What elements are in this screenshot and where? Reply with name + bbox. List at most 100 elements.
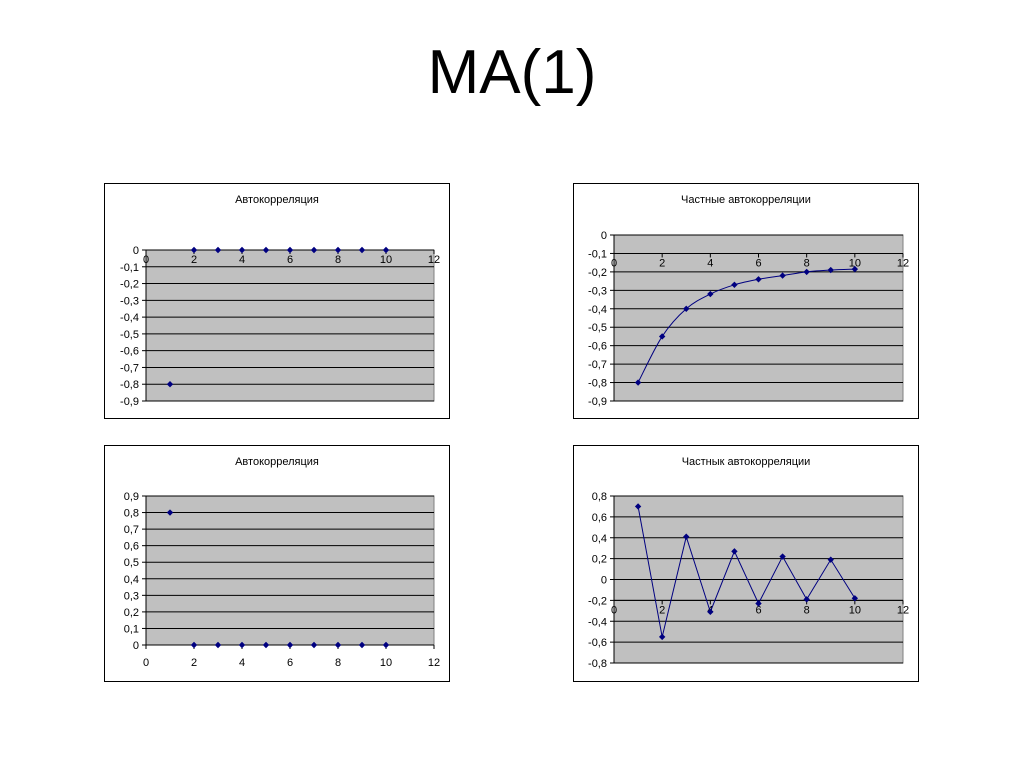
y-tick-label: -0,8: [120, 379, 139, 391]
y-tick-label: -0,3: [120, 295, 139, 307]
x-tick-label: 4: [707, 257, 713, 269]
y-tick-label: -0,3: [588, 285, 607, 297]
x-tick-label: 10: [849, 604, 861, 616]
chart-pacf-negative: Частные автокорреляции 0 -0,1 -0,2 -0,3 -0,4…: [573, 183, 919, 419]
data-point: [286, 641, 294, 649]
data-point: [658, 633, 666, 641]
plot-area: [145, 495, 435, 646]
y-tick-label: -0,7: [588, 359, 607, 371]
chart-plot: 0 -0,1 -0,2 -0,3 -0,4 -0,5 -0,6 -0,7 -0,8 -0,9 0 2 4…: [588, 230, 909, 408]
x-tick-label: 0: [611, 257, 617, 269]
y-tick-label: 0,5: [124, 557, 139, 569]
x-tick-label: 4: [239, 657, 245, 669]
data-point: [334, 641, 342, 649]
y-tick-label: 0: [133, 245, 139, 257]
data-point: [827, 266, 834, 274]
y-tick-label: -0,6: [120, 346, 139, 358]
y-tick-label: -0,2: [120, 279, 139, 291]
y-tick-label: -0,4: [120, 312, 139, 324]
y-tick-label: 0,4: [124, 574, 139, 586]
data-point: [262, 246, 270, 254]
x-tick-label: 2: [191, 254, 197, 266]
y-tick-label: -0,6: [588, 637, 607, 649]
y-tick-label: 0,1: [124, 623, 139, 635]
data-point: [286, 246, 294, 254]
chart-title: Автокорреляция: [235, 194, 319, 206]
x-tick-label: 12: [428, 254, 440, 266]
x-tick-label: 12: [897, 604, 909, 616]
data-point: [358, 641, 366, 649]
data-point: [310, 246, 318, 254]
x-tick-label: 2: [191, 657, 197, 669]
x-tick-label: 0: [143, 254, 149, 266]
x-tick-label: 6: [287, 657, 293, 669]
data-point: [334, 246, 342, 254]
data-point: [382, 641, 390, 649]
data-point: [827, 556, 834, 563]
y-tick-label: 0,4: [592, 533, 607, 545]
y-tick-label: 0,9: [124, 491, 139, 503]
y-tick-label: -0,7: [120, 362, 139, 374]
y-tick-label: -0,5: [588, 322, 607, 334]
x-tick-label: 2: [659, 604, 665, 616]
y-tick-label: 0,6: [124, 541, 139, 553]
data-point: [214, 641, 222, 649]
y-tick-label: 0,8: [592, 491, 607, 503]
slide-title: MA(1): [427, 38, 597, 107]
x-tick-label: 12: [897, 257, 909, 269]
y-tick-label: 0,8: [124, 508, 139, 520]
y-tick-label: -0,9: [588, 396, 607, 408]
data-point: [755, 600, 762, 607]
x-tick-label: 6: [287, 254, 293, 266]
y-tick-label: 0: [601, 230, 607, 242]
y-tick-label: -0,4: [588, 304, 607, 316]
y-tick-label: -0,6: [588, 341, 607, 353]
x-tick-label: 8: [804, 604, 810, 616]
y-tick-label: -0,2: [588, 267, 607, 279]
y-tick-label: 0,3: [124, 590, 139, 602]
chart-plot: 0 -0,1 -0,2 -0,3 -0,4 -0,5 -0,6 -0,7 -0,8 -0,9 0 2 4…: [120, 245, 440, 408]
chart-acf-negative: Автокорреляция 0 -0,1 -0,2 -0,3 -0,4 -0,5 -0,6…: [104, 183, 450, 419]
x-tick-label: 12: [428, 657, 440, 669]
data-point: [683, 305, 690, 312]
chart-title: Частные автокорреляции: [681, 194, 811, 206]
data-point: [683, 533, 690, 540]
x-tick-label: 6: [755, 604, 761, 616]
x-tick-label: 10: [849, 257, 861, 269]
y-tick-label: 0,2: [592, 554, 607, 566]
y-tick-label: 0: [601, 575, 607, 587]
y-tick-label: -0,5: [120, 329, 139, 341]
data-point: [262, 641, 270, 649]
y-tick-label: 0,2: [124, 607, 139, 619]
y-tick-label: -0,8: [588, 658, 607, 670]
x-tick-label: 10: [380, 657, 392, 669]
y-tick-label: -0,1: [588, 248, 607, 260]
x-tick-label: 2: [659, 257, 665, 269]
chart-title: Частнык автокорреляции: [681, 456, 811, 468]
x-tick-label: 6: [755, 257, 761, 269]
y-tick-label: -0,2: [588, 595, 607, 607]
y-tick-label: -0,1: [120, 262, 139, 274]
chart-plot: 0,9 0,8 0,7 0,6 0,5 0,4 0,3 0,2 0,1 00 2 4 6 8 10 12: [124, 491, 440, 669]
y-tick-label: -0,4: [588, 616, 607, 628]
x-tick-label: 8: [804, 257, 810, 269]
data-point: [238, 246, 246, 254]
x-tick-label: 4: [239, 254, 245, 266]
chart-acf-positive: Автокорреляция 0,9 0,8 0,7 0,6 0,5 0,4 0,3 0,2 0…: [104, 445, 450, 682]
x-tick-label: 0: [611, 604, 617, 616]
x-tick-label: 10: [380, 254, 392, 266]
data-point: [190, 641, 198, 649]
data-point: [755, 276, 762, 283]
plot-area: [145, 249, 435, 402]
y-tick-label: -0,8: [588, 378, 607, 390]
data-point: [310, 641, 318, 649]
data-point: [238, 641, 246, 649]
y-tick-label: 0,6: [592, 512, 607, 524]
series-line: [637, 506, 856, 638]
y-tick-label: -0,9: [120, 396, 139, 408]
chart-pacf-alternating: Частнык автокорреляции 0,8 0,6 0,4 0,2 0 -0,2…: [573, 445, 919, 682]
series-line: [637, 268, 855, 383]
x-tick-label: 8: [335, 657, 341, 669]
chart-plot: 0,80,60,40,20-0,2-0,4-0,6-0,8024681012: [588, 491, 909, 670]
y-tick-label: 0: [133, 640, 139, 652]
